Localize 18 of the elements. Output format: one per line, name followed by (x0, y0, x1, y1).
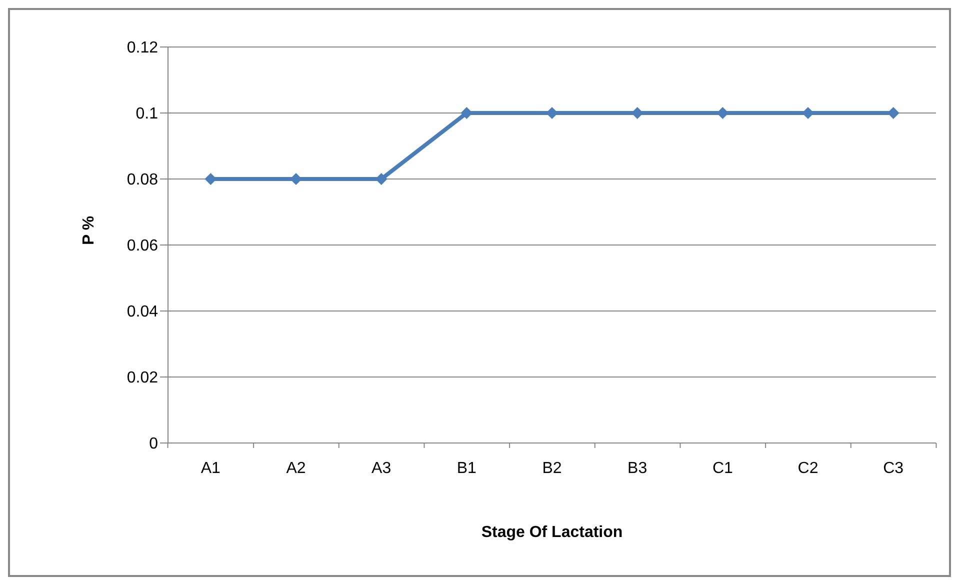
y-tick-label: 0.02 (126, 370, 158, 387)
x-tick-label: C3 (883, 460, 904, 477)
x-tick-label: A3 (372, 460, 392, 477)
y-tick-label: 0.1 (136, 106, 158, 123)
x-tick-label: C2 (798, 460, 818, 477)
x-tick-label: B2 (542, 460, 562, 477)
y-tick-label: 0 (149, 436, 158, 453)
x-axis-title: Stage Of Lactation (481, 524, 623, 541)
y-axis-title: P % (80, 216, 98, 245)
y-tick-label: 0.12 (126, 40, 158, 57)
x-tick-label: B1 (456, 460, 477, 477)
x-tick-label: A2 (286, 460, 306, 477)
y-tick-label: 0.08 (126, 172, 158, 189)
y-tick-label: 0.06 (126, 238, 158, 255)
y-tick-label: 0.04 (126, 304, 158, 321)
x-tick-label: B3 (628, 460, 648, 477)
x-tick-label: A1 (200, 460, 221, 477)
x-tick-label: C1 (712, 460, 733, 477)
